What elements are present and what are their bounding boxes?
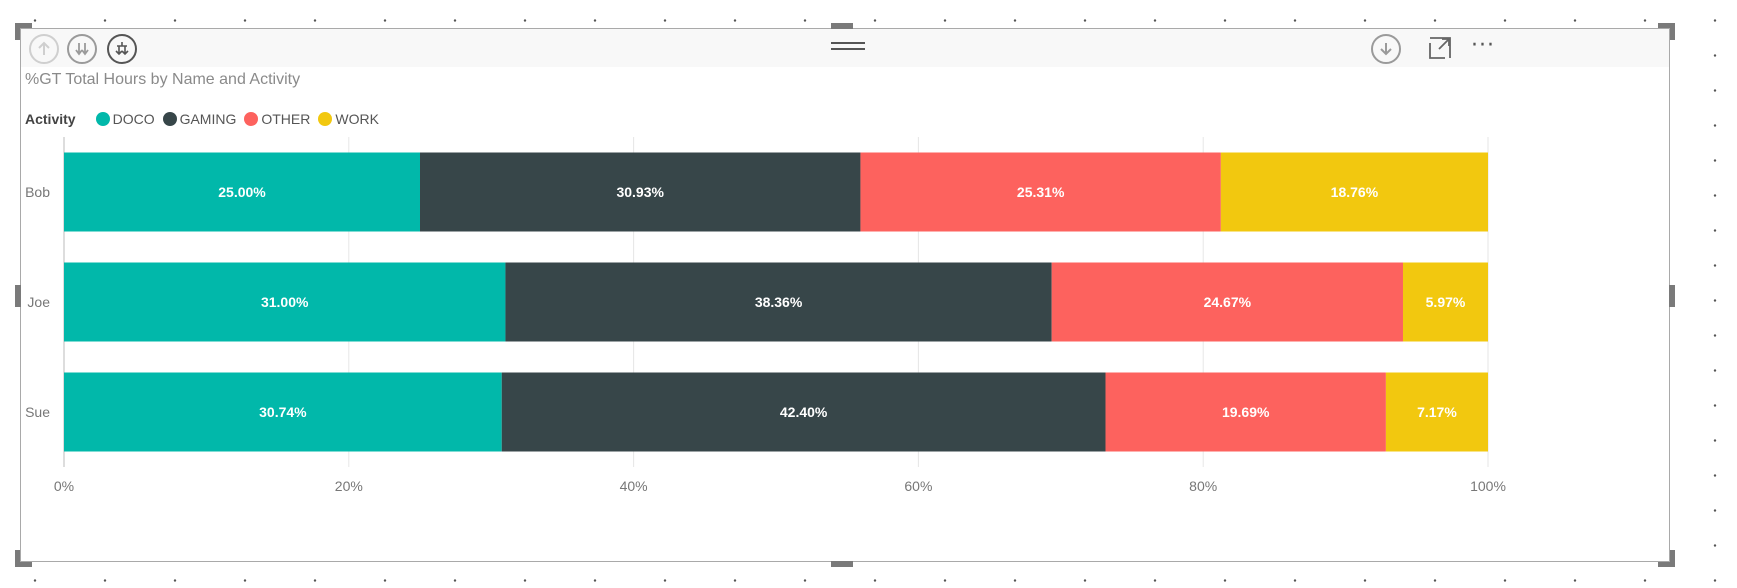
- resize-handle-top-right[interactable]: [1658, 23, 1675, 40]
- bar-sue-doco[interactable]: [64, 372, 502, 452]
- resize-handle-bottom[interactable]: [831, 561, 853, 567]
- bar-sue-other[interactable]: [1105, 372, 1386, 452]
- drill-up-icon[interactable]: [29, 34, 59, 64]
- x-tick-label: 100%: [1470, 478, 1506, 494]
- legend-label: OTHER: [261, 111, 311, 127]
- data-label: 30.93%: [616, 184, 664, 200]
- data-label: 7.17%: [1417, 404, 1457, 420]
- data-label: 25.31%: [1017, 184, 1065, 200]
- resize-handle-top-left[interactable]: [15, 23, 32, 40]
- resize-handle-right[interactable]: [1669, 285, 1675, 307]
- bar-bob-work[interactable]: [1220, 152, 1488, 232]
- resize-handle-bottom-left[interactable]: [15, 550, 32, 567]
- resize-handle-left[interactable]: [15, 285, 21, 307]
- legend-dot-icon: [162, 112, 177, 126]
- legend-dot-icon: [244, 112, 259, 126]
- legend-label: WORK: [335, 111, 379, 127]
- legend: Activity DOCO GAMING OTHER WORK: [25, 109, 387, 129]
- focus-mode-icon[interactable]: [1427, 35, 1453, 61]
- drag-grip-icon[interactable]: [831, 42, 865, 54]
- x-tick-label: 0%: [54, 478, 74, 494]
- x-tick-label: 20%: [335, 478, 363, 494]
- drill-mode-icon[interactable]: [1371, 34, 1401, 64]
- expand-next-level-icon[interactable]: [67, 34, 97, 64]
- x-tick-label: 60%: [904, 478, 932, 494]
- x-tick-label: 40%: [620, 478, 648, 494]
- bar-joe-work[interactable]: [1402, 262, 1488, 342]
- visual-header: ···: [21, 29, 1669, 67]
- data-label: 38.36%: [755, 294, 803, 310]
- bar-joe-doco[interactable]: [64, 262, 506, 342]
- legend-dot-icon: [95, 112, 110, 126]
- data-label: 5.97%: [1426, 294, 1466, 310]
- stacked-bar-chart: 0% 20% 40% 60% 80% 100% Bob 25.00% 30.93% 25.31% 1…: [25, 137, 1506, 494]
- data-label: 19.69%: [1222, 404, 1270, 420]
- legend-item-gaming[interactable]: GAMING: [162, 111, 237, 127]
- legend-label: DOCO: [112, 111, 155, 127]
- bar-sue-work[interactable]: [1385, 372, 1488, 452]
- legend-title: Activity: [25, 111, 76, 127]
- bar-joe-other[interactable]: [1051, 262, 1403, 342]
- data-label: 25.00%: [218, 184, 266, 200]
- y-category-label: Sue: [25, 404, 50, 420]
- y-category-label: Joe: [27, 294, 50, 310]
- legend-dot-icon: [318, 112, 333, 126]
- data-label: 30.74%: [259, 404, 307, 420]
- chart-title: %GT Total Hours by Name and Activity: [25, 71, 301, 88]
- bar-bob-other[interactable]: [860, 152, 1221, 232]
- data-label: 42.40%: [780, 404, 828, 420]
- data-label: 24.67%: [1204, 294, 1252, 310]
- legend-item-work[interactable]: WORK: [318, 111, 379, 127]
- x-tick-label: 80%: [1189, 478, 1217, 494]
- data-label: 31.00%: [261, 294, 309, 310]
- legend-item-doco[interactable]: DOCO: [95, 111, 155, 127]
- bar-sue-gaming[interactable]: [501, 372, 1106, 452]
- legend-item-other[interactable]: OTHER: [244, 111, 310, 127]
- legend-label: GAMING: [179, 111, 237, 127]
- y-category-label: Bob: [25, 184, 50, 200]
- expand-hierarchy-icon[interactable]: [107, 34, 137, 64]
- bar-bob-gaming[interactable]: [420, 152, 861, 232]
- more-options-icon[interactable]: ···: [1471, 33, 1495, 58]
- data-label: 18.76%: [1331, 184, 1379, 200]
- bar-bob-doco[interactable]: [64, 152, 420, 232]
- bar-joe-gaming[interactable]: [505, 262, 1052, 342]
- resize-handle-top[interactable]: [831, 23, 853, 29]
- chart-visual-container[interactable]: ··· %GT Total Hours by Name and Activity…: [15, 23, 1675, 567]
- resize-handle-bottom-right[interactable]: [1658, 550, 1675, 567]
